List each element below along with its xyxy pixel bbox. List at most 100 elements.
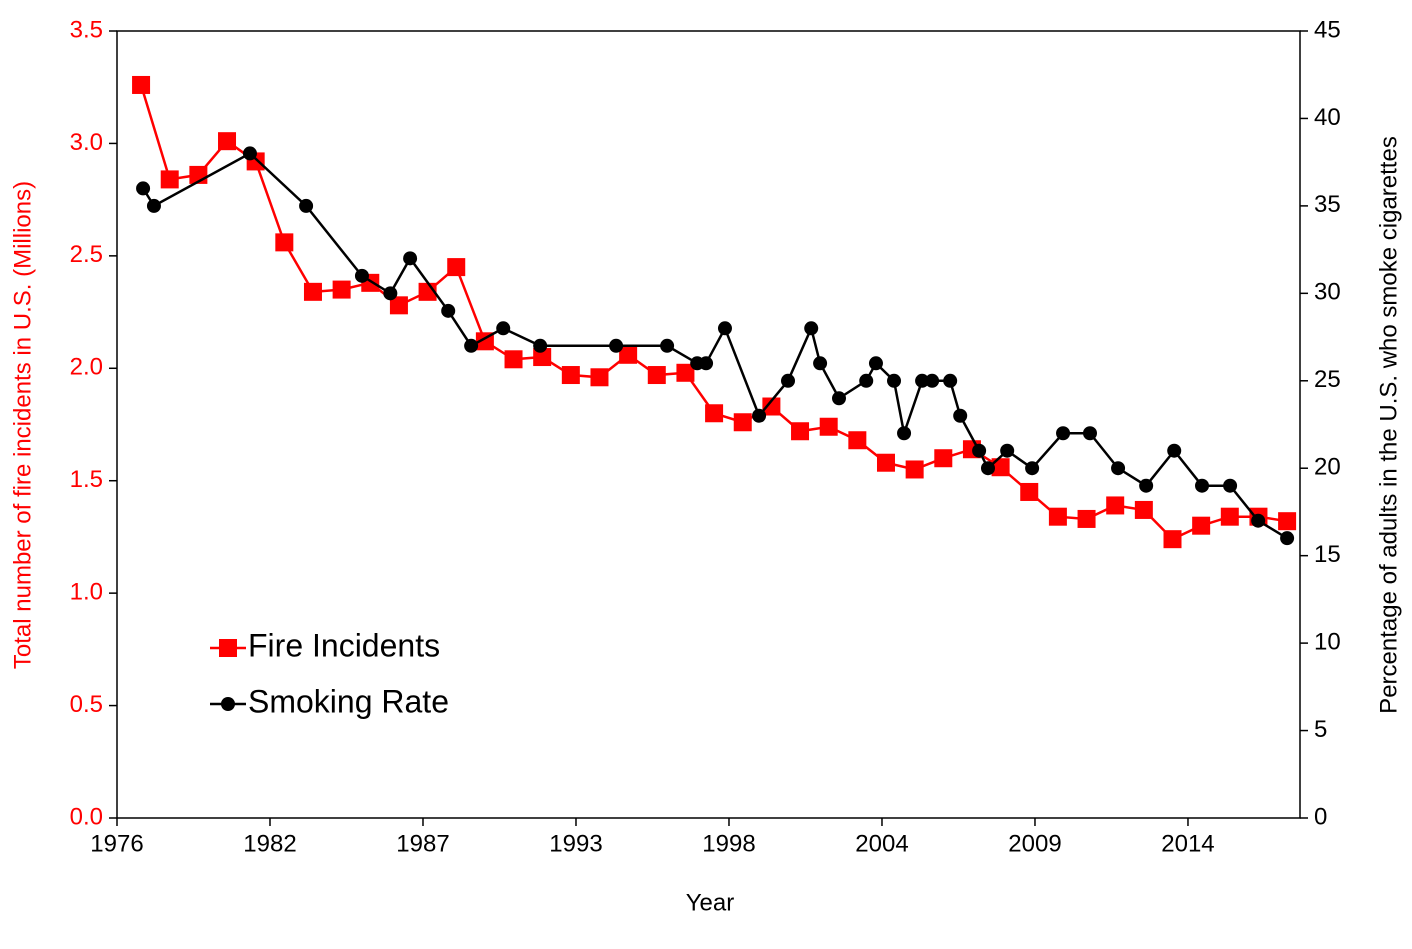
data-point xyxy=(887,373,902,388)
y2-tick-label: 5 xyxy=(1314,716,1327,743)
data-point xyxy=(1192,516,1211,535)
x-tick-label: 2014 xyxy=(1161,830,1214,857)
legend-marker xyxy=(219,639,237,657)
data-point xyxy=(781,373,796,388)
data-point xyxy=(533,348,552,367)
data-point xyxy=(1195,478,1210,493)
data-point xyxy=(859,373,874,388)
y2-tick-label: 10 xyxy=(1314,628,1341,655)
series-line xyxy=(142,151,1288,540)
data-point xyxy=(699,356,714,371)
data-point xyxy=(868,356,883,371)
data-point xyxy=(389,296,408,315)
y2-tick-label: 35 xyxy=(1314,191,1341,218)
legend-label: Smoking Rate xyxy=(248,683,449,719)
y-tick-label: 1.5 xyxy=(70,466,103,493)
data-point xyxy=(791,422,810,441)
y2-tick-label: 45 xyxy=(1314,16,1341,43)
x-tick-label: 1993 xyxy=(549,830,602,857)
data-point xyxy=(819,417,838,436)
data-point xyxy=(303,282,322,301)
data-point xyxy=(132,75,151,94)
plot-frame xyxy=(116,30,1301,819)
data-point xyxy=(403,251,418,266)
data-point xyxy=(1000,443,1015,458)
y-tick-label: 3.5 xyxy=(70,16,103,43)
y2-tick-label: 25 xyxy=(1314,366,1341,393)
y-tick-label: 2.0 xyxy=(70,354,103,381)
data-point xyxy=(752,408,767,423)
data-point xyxy=(332,280,351,299)
y2-tick-label: 40 xyxy=(1314,104,1341,131)
data-point xyxy=(705,404,724,423)
data-point xyxy=(160,170,179,189)
data-point xyxy=(447,258,466,277)
data-point xyxy=(953,408,968,423)
x-tick-label: 2004 xyxy=(855,830,908,857)
y-tick-label: 3.0 xyxy=(70,129,103,156)
data-point xyxy=(1134,500,1153,519)
data-point xyxy=(1077,509,1096,528)
data-point xyxy=(1223,478,1238,493)
y-tick-label: 1.0 xyxy=(70,578,103,605)
data-point xyxy=(533,338,548,353)
data-point xyxy=(1163,530,1182,549)
data-point xyxy=(897,426,912,441)
data-point xyxy=(496,321,511,336)
y-tick-label: 0.0 xyxy=(70,803,103,830)
data-point xyxy=(813,356,828,371)
data-point xyxy=(1139,478,1154,493)
data-point xyxy=(441,303,456,318)
data-point xyxy=(383,286,398,301)
data-point xyxy=(717,321,732,336)
data-point xyxy=(733,413,752,432)
data-point xyxy=(561,366,580,385)
data-point xyxy=(980,461,995,476)
y2-tick-label: 0 xyxy=(1314,803,1327,830)
data-point xyxy=(218,132,237,151)
data-point xyxy=(943,373,958,388)
x-tick-label: 1998 xyxy=(702,830,755,857)
data-point xyxy=(136,181,151,196)
x-axis-label: Year xyxy=(686,889,735,916)
data-point xyxy=(504,350,523,369)
data-point xyxy=(619,345,638,364)
data-point xyxy=(275,233,294,252)
data-point xyxy=(1111,461,1126,476)
x-tick-label: 1987 xyxy=(396,830,449,857)
x-tick-label: 1982 xyxy=(243,830,296,857)
data-point xyxy=(146,198,161,213)
legend-marker xyxy=(221,697,235,711)
data-point xyxy=(1082,426,1097,441)
y2-tick-label: 30 xyxy=(1314,279,1341,306)
data-point xyxy=(1280,531,1295,546)
data-point xyxy=(676,363,695,382)
data-point xyxy=(915,373,930,388)
y-axis-label: Total number of fire incidents in U.S. (… xyxy=(9,181,36,669)
data-point xyxy=(832,391,847,406)
data-point xyxy=(354,268,369,283)
data-point xyxy=(590,368,609,387)
data-point xyxy=(464,338,479,353)
data-point xyxy=(647,366,666,385)
data-point xyxy=(991,458,1010,477)
data-point xyxy=(1025,461,1040,476)
data-point xyxy=(1020,482,1039,501)
data-point xyxy=(762,397,781,416)
data-point xyxy=(242,146,257,161)
data-point xyxy=(848,431,867,450)
data-point xyxy=(1106,496,1125,515)
data-point xyxy=(299,198,314,213)
y2-tick-label: 20 xyxy=(1314,454,1341,481)
data-point xyxy=(905,460,924,479)
data-point xyxy=(1167,443,1182,458)
data-point xyxy=(1278,512,1297,531)
data-point xyxy=(804,321,819,336)
x-tick-label: 1976 xyxy=(90,830,143,857)
data-point xyxy=(1048,507,1067,526)
y2-tick-label: 15 xyxy=(1314,541,1341,568)
legend-label: Fire Incidents xyxy=(248,627,440,663)
y-tick-label: 0.5 xyxy=(70,691,103,718)
y2-axis-label: Percentage of adults in the U.S. who smo… xyxy=(1375,136,1402,714)
